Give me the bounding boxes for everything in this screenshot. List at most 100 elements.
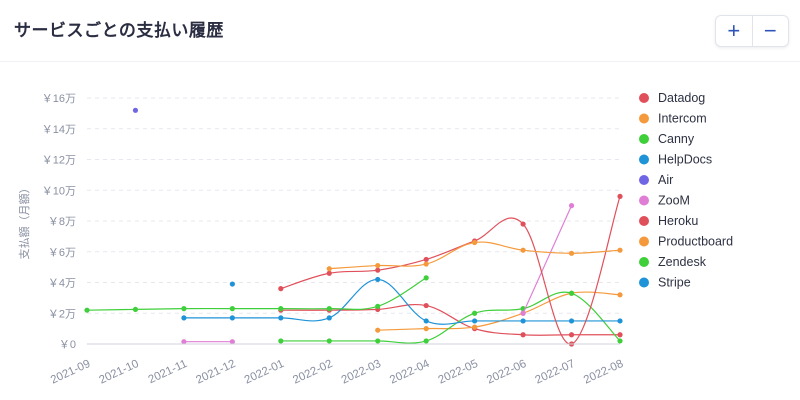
data-point-productboard[interactable] [520, 247, 526, 253]
series-helpdocs [181, 276, 623, 325]
legend-marker [639, 277, 649, 288]
legend-item-canny[interactable]: Canny [639, 132, 695, 146]
legend-label: HelpDocs [658, 153, 712, 167]
series-line-zoom [522, 205, 573, 314]
legend-label: Stripe [658, 276, 691, 290]
y-tick-label: ￥4万 [48, 278, 76, 290]
data-point-productboard[interactable] [423, 261, 429, 267]
data-point-zendesk[interactable] [84, 307, 90, 313]
series-line-helpdocs [183, 278, 620, 325]
data-point-heroku[interactable] [423, 256, 429, 263]
data-point-canny[interactable] [423, 338, 429, 344]
data-point-zoom[interactable] [229, 339, 235, 345]
legend-item-heroku[interactable]: Heroku [639, 214, 698, 228]
y-tick-label: ￥2万 [48, 308, 76, 320]
data-point-heroku[interactable] [375, 267, 381, 273]
data-point-productboard[interactable] [375, 262, 381, 269]
data-point-helpdocs[interactable] [520, 318, 526, 324]
legend-label: Intercom [658, 112, 707, 126]
plus-icon: + [727, 18, 741, 43]
data-point-canny[interactable] [617, 338, 623, 344]
data-point-zendesk[interactable] [181, 306, 187, 312]
zoom-in-button[interactable]: + [716, 16, 752, 46]
x-tick-label: 2021-09 [49, 358, 92, 387]
series-canny [278, 290, 623, 344]
series-line-heroku [280, 196, 621, 345]
legend-item-zoom[interactable]: ZooM [639, 194, 690, 208]
data-point-zoom[interactable] [181, 339, 187, 345]
data-point-canny[interactable] [278, 338, 284, 344]
data-point-zendesk[interactable] [375, 303, 381, 309]
legend-item-helpdocs[interactable]: HelpDocs [639, 153, 712, 167]
legend-item-datadog[interactable]: Datadog [639, 91, 705, 105]
legend-label: Datadog [658, 91, 705, 105]
data-point-productboard[interactable] [326, 266, 332, 272]
data-point-helpdocs[interactable] [278, 315, 284, 321]
series-line-datadog [280, 303, 620, 336]
legend: Datadog Intercom Canny HelpDocs Air ZooM Herok… [639, 91, 733, 290]
data-point-zoom[interactable] [568, 203, 575, 209]
legend-item-productboard[interactable]: Productboard [639, 235, 733, 249]
x-tick-label: 2022-01 [243, 358, 286, 387]
x-tick-label: 2022-08 [582, 358, 625, 387]
data-point-productboard[interactable] [617, 247, 623, 253]
data-point-zendesk[interactable] [423, 275, 429, 281]
legend-marker [639, 93, 649, 103]
data-point-intercom[interactable] [423, 326, 429, 332]
data-point-helpdocs[interactable] [617, 318, 623, 324]
data-point-air[interactable] [132, 107, 139, 113]
data-point-helpdocs[interactable] [472, 318, 478, 324]
legend-marker [639, 257, 649, 267]
zoom-out-button[interactable]: − [751, 16, 789, 46]
data-point-heroku[interactable] [326, 270, 332, 276]
data-point-canny[interactable] [326, 338, 332, 344]
data-point-canny[interactable] [568, 290, 575, 296]
data-point-heroku[interactable] [617, 193, 623, 199]
legend-label: Zendesk [658, 255, 707, 269]
data-point-heroku[interactable] [520, 221, 526, 227]
data-point-datadog[interactable] [568, 332, 575, 338]
y-tick-label: ￥0 [59, 339, 76, 351]
data-point-helpdocs[interactable] [326, 315, 332, 321]
legend-item-intercom[interactable]: Intercom [639, 112, 707, 126]
series-zendesk [84, 275, 429, 313]
data-point-intercom[interactable] [375, 327, 381, 333]
data-point-productboard[interactable] [472, 239, 478, 246]
data-point-zendesk[interactable] [132, 306, 139, 313]
x-tick-label: 2022-02 [291, 358, 334, 387]
legend-marker [639, 216, 649, 226]
legend-item-air[interactable]: Air [639, 173, 673, 187]
data-point-zoom[interactable] [520, 310, 526, 316]
data-point-zendesk[interactable] [326, 306, 332, 312]
data-point-stripe[interactable] [229, 281, 235, 287]
x-tick-label: 2022-03 [340, 358, 383, 387]
data-point-datadog[interactable] [617, 332, 623, 338]
data-point-intercom[interactable] [472, 324, 478, 330]
data-point-intercom[interactable] [617, 292, 623, 298]
legend-marker [639, 195, 649, 206]
x-tick-label: 2022-07 [533, 358, 576, 387]
data-point-helpdocs[interactable] [375, 276, 381, 283]
legend-item-stripe[interactable]: Stripe [639, 276, 691, 290]
data-point-heroku[interactable] [278, 286, 284, 292]
card-header: サービスごとの支払い履歴 + − [0, 0, 800, 62]
data-point-canny[interactable] [472, 310, 478, 316]
legend-item-zendesk[interactable]: Zendesk [639, 255, 707, 269]
data-point-helpdocs[interactable] [229, 315, 235, 321]
y-tick-label: ￥16万 [42, 93, 76, 105]
data-point-helpdocs[interactable] [423, 318, 429, 324]
y-tick-label: ￥14万 [42, 124, 76, 136]
data-point-datadog[interactable] [520, 332, 526, 338]
data-point-helpdocs[interactable] [181, 315, 187, 321]
data-point-canny[interactable] [375, 338, 381, 344]
series-air [132, 107, 139, 113]
data-point-datadog[interactable] [423, 302, 429, 309]
data-point-zendesk[interactable] [229, 306, 235, 312]
data-point-zendesk[interactable] [278, 306, 284, 312]
data-point-helpdocs[interactable] [568, 318, 575, 324]
data-point-productboard[interactable] [568, 250, 575, 256]
y-axis-title: 支払額（月額） [17, 183, 31, 260]
y-tick-label: ￥8万 [48, 216, 76, 228]
series-layer [84, 107, 623, 347]
